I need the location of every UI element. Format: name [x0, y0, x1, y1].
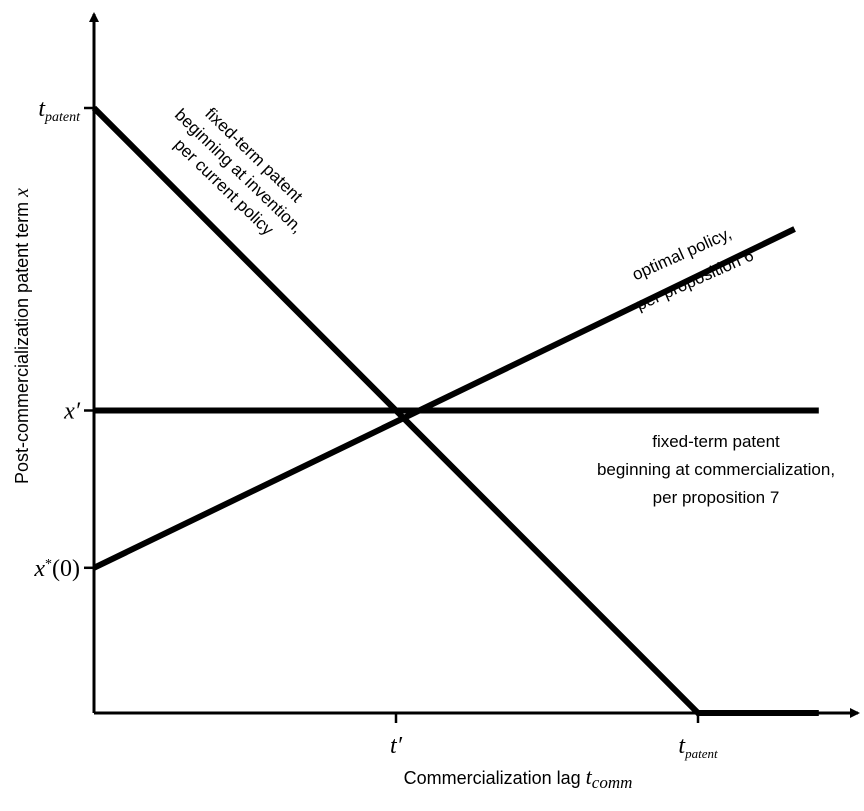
tick-label-x-0: t′ — [390, 733, 403, 759]
series-label-commercialization-line-1: fixed-term patent — [652, 432, 780, 451]
series-line-optimal — [92, 226, 796, 571]
tick-label-y-2: x*(0) — [33, 556, 80, 582]
series-label-commercialization-line-3: per proposition 7 — [653, 488, 780, 507]
series-label-commercialization-line-2: beginning at commercialization, — [597, 460, 835, 479]
tick-layer: tpatent x′ x*(0) t′ tpatent — [33, 96, 718, 761]
tick-label-y-0: tpatent — [38, 96, 81, 125]
series-label-invention-line-2: beginning at invention, — [171, 105, 307, 237]
series-layer — [91, 105, 819, 716]
y-axis-label: Post-commercialization patent term x — [11, 188, 33, 484]
x-axis-label: Commercialization lag tcomm — [404, 764, 633, 792]
tick-label-y-1: x′ — [63, 399, 81, 425]
tick-label-x-1: tpatent — [678, 733, 718, 761]
